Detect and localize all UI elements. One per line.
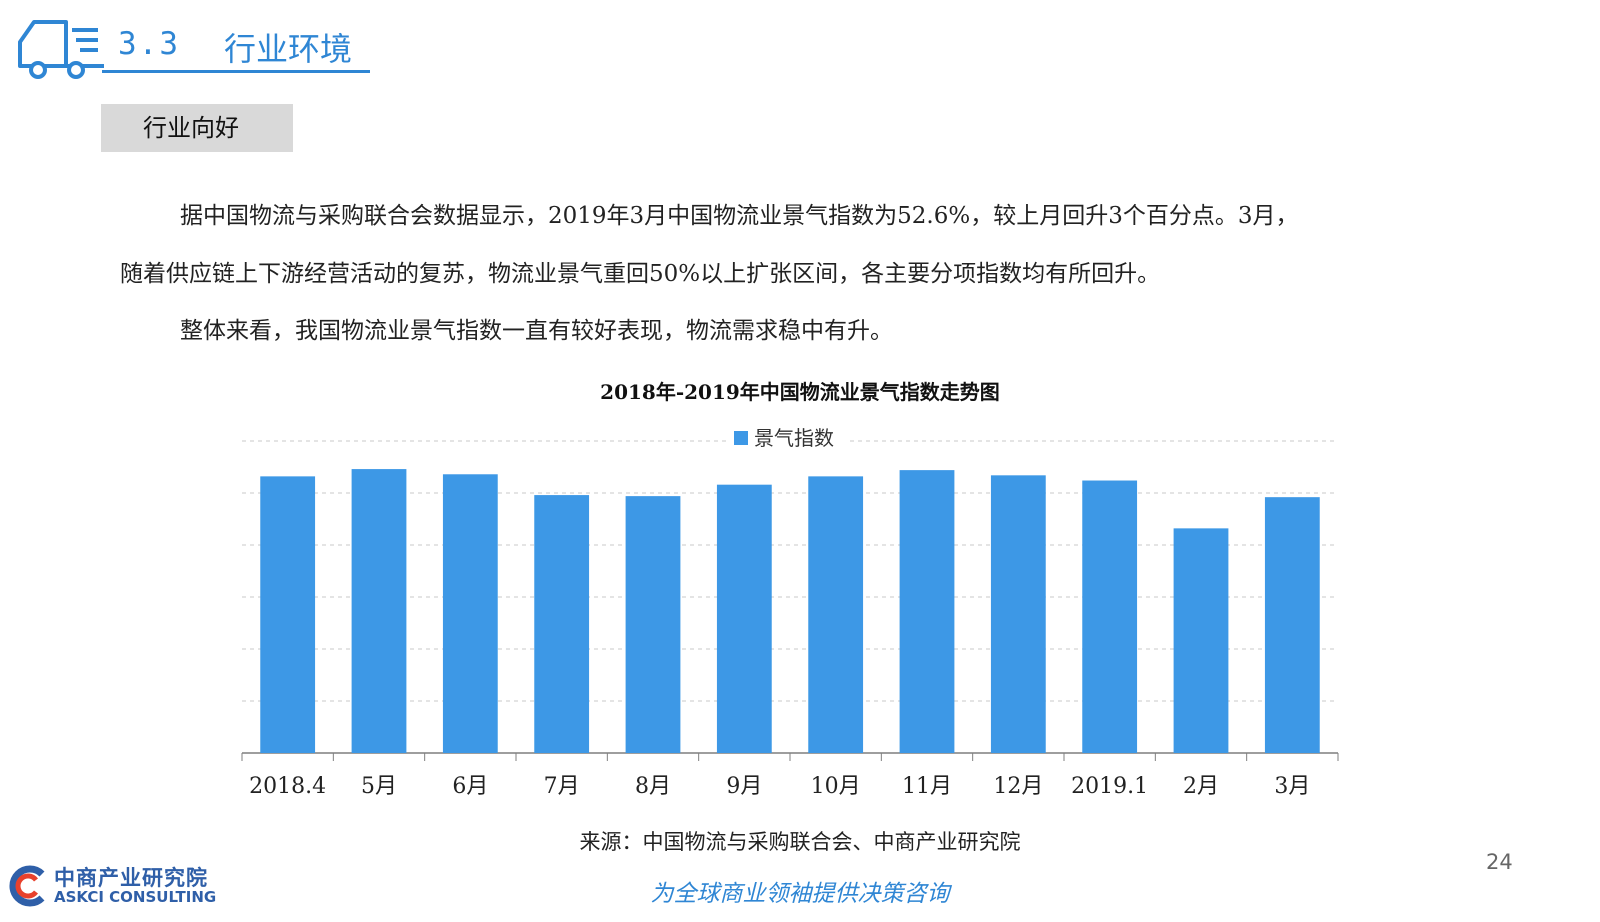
page-number: 24 (1486, 850, 1513, 874)
bar (1264, 497, 1320, 753)
x-tick-label: 6月 (452, 774, 488, 799)
paragraph-1-line-1: 据中国物流与采购联合会数据显示，2019年3月中国物流业景气指数为52.6%，较… (180, 203, 1299, 229)
x-tick-label: 2019.1 (1071, 774, 1148, 799)
legend-swatch (734, 431, 748, 445)
source-note: 来源：中国物流与采购联合会、中商产业研究院 (579, 830, 1021, 854)
logo-icon (9, 865, 45, 907)
company-logo: 中商产业研究院 ASKCI CONSULTING (6, 862, 226, 912)
bar (716, 484, 772, 753)
bar (899, 470, 955, 753)
bar (442, 474, 498, 753)
x-tick-label: 11月 (902, 774, 952, 799)
x-tick-label: 12月 (993, 774, 1043, 799)
bar (351, 469, 407, 753)
bar (808, 476, 864, 753)
subsection-tag: 行业向好 (101, 104, 293, 152)
chart-title: 2018年-2019年中国物流业景气指数走势图 (600, 380, 1000, 404)
x-tick-label: 5月 (361, 774, 397, 799)
section-header: 3.3 行业环境 (14, 8, 374, 88)
logo-text-cn: 中商产业研究院 (54, 866, 208, 890)
bar (260, 476, 316, 753)
logo-text-en: ASKCI CONSULTING (54, 888, 217, 906)
truck-icon (18, 20, 104, 79)
x-tick-label: 3月 (1274, 774, 1310, 799)
bar (534, 495, 590, 753)
bar (990, 475, 1046, 753)
paragraph-2: 整体来看，我国物流业景气指数一直有较好表现，物流需求稳中有升。 (180, 318, 893, 344)
bar (625, 496, 681, 753)
section-number: 3.3 (118, 26, 180, 62)
bar (1173, 528, 1229, 753)
section-title: 行业环境 (224, 30, 353, 68)
x-tick-label: 8月 (635, 774, 671, 799)
x-tick-label: 2018.4 (249, 774, 326, 799)
bar (1082, 480, 1138, 753)
legend-label: 景气指数 (754, 426, 834, 450)
header-underline (102, 70, 370, 73)
slogan: 为全球商业领袖提供决策咨询 (650, 881, 950, 907)
x-tick-label: 10月 (811, 774, 861, 799)
x-tick-label: 9月 (726, 774, 762, 799)
x-tick-label: 2月 (1183, 774, 1219, 799)
legend-background (730, 425, 848, 451)
x-tick-label: 7月 (544, 774, 580, 799)
paragraph-1-line-2: 随着供应链上下游经营活动的复苏，物流业景气重回50%以上扩张区间，各主要分项指数… (120, 261, 1161, 287)
